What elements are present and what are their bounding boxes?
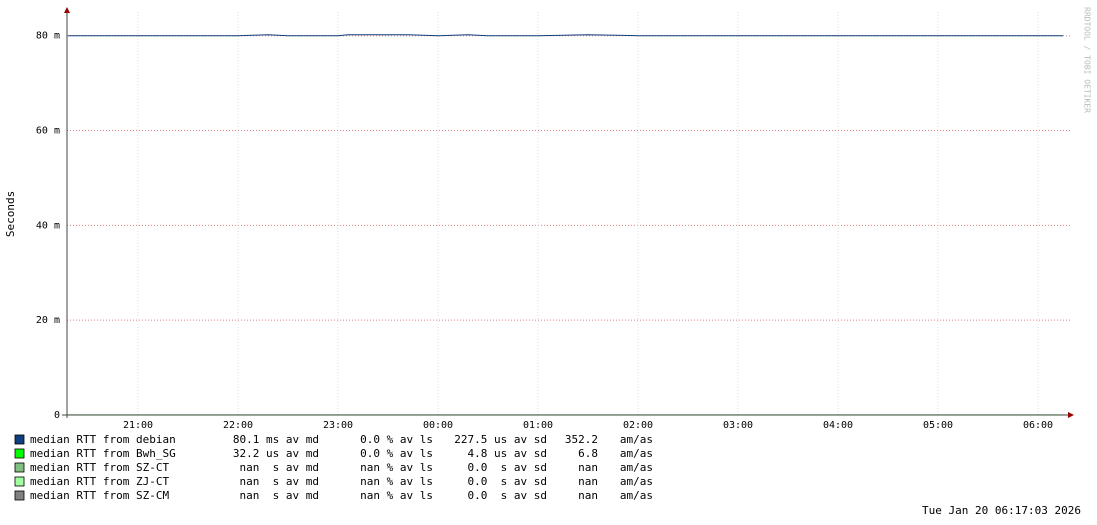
legend-stat: 6.8 — [578, 447, 598, 460]
legend-stat: 0.0 s av sd — [468, 475, 547, 488]
legend-stat: 0.0 s av sd — [468, 461, 547, 474]
legend-label: median RTT from ZJ-CT — [30, 475, 169, 488]
legend-stat: am/as — [620, 475, 653, 488]
legend-stat: am/as — [620, 447, 653, 460]
y-tick-label: 0 — [54, 410, 60, 421]
legend-stat: 352.2 — [565, 433, 598, 446]
legend-stat: nan s av md — [240, 461, 319, 474]
y-tick-label: 40 m — [36, 220, 60, 231]
legend-label: median RTT from Bwh_SG — [30, 447, 176, 460]
x-tick-label: 01:00 — [523, 420, 553, 431]
legend-swatch — [14, 434, 25, 445]
y-tick-label: 80 m — [36, 31, 60, 42]
legend-stat: nan — [578, 475, 598, 488]
timestamp: Tue Jan 20 06:17:03 2026 — [922, 504, 1081, 517]
x-tick-label: 04:00 — [823, 420, 853, 431]
legend-stat: am/as — [620, 489, 653, 502]
series-line — [68, 34, 1063, 37]
y-tick-label: 60 m — [36, 126, 60, 137]
legend-label: median RTT from SZ-CT — [30, 461, 169, 474]
legend-stat: 0.0 % av ls — [360, 447, 433, 460]
legend-stat: nan % av ls — [360, 475, 433, 488]
legend-swatch — [14, 490, 25, 501]
legend-label: median RTT from SZ-CM — [30, 489, 169, 502]
legend-stat: nan % av ls — [360, 489, 433, 502]
legend-swatch — [14, 476, 25, 487]
x-arrow — [1068, 412, 1074, 418]
x-tick-label: 23:00 — [323, 420, 353, 431]
legend-stat: 0.0 % av ls — [360, 433, 433, 446]
legend-stat: am/as — [620, 433, 653, 446]
legend-stat: 227.5 us av sd — [454, 433, 547, 446]
y-tick-label: 20 m — [36, 315, 60, 326]
legend-stat: nan % av ls — [360, 461, 433, 474]
legend-stat: 32.2 us av md — [233, 447, 319, 460]
legend-label: median RTT from debian — [30, 433, 176, 446]
legend-swatch — [14, 462, 25, 473]
x-tick-label: 21:00 — [123, 420, 153, 431]
x-tick-label: 22:00 — [223, 420, 253, 431]
x-tick-label: 06:00 — [1023, 420, 1053, 431]
legend-stat: 4.8 us av sd — [468, 447, 547, 460]
legend-stat: nan s av md — [240, 475, 319, 488]
legend-stat: 80.1 ms av md — [233, 433, 319, 446]
legend-stat: am/as — [620, 461, 653, 474]
y-arrow — [64, 7, 70, 13]
legend-stat: nan — [578, 461, 598, 474]
legend-stat: nan s av md — [240, 489, 319, 502]
watermark: RRDTOOL / TOBI OETIKER — [1083, 7, 1092, 113]
x-tick-label: 03:00 — [723, 420, 753, 431]
x-tick-label: 00:00 — [423, 420, 453, 431]
legend-stat: 0.0 s av sd — [468, 489, 547, 502]
x-tick-label: 02:00 — [623, 420, 653, 431]
legend-swatch — [14, 448, 25, 459]
y-axis-label: Seconds — [4, 191, 17, 237]
legend-stat: nan — [578, 489, 598, 502]
x-tick-label: 05:00 — [923, 420, 953, 431]
